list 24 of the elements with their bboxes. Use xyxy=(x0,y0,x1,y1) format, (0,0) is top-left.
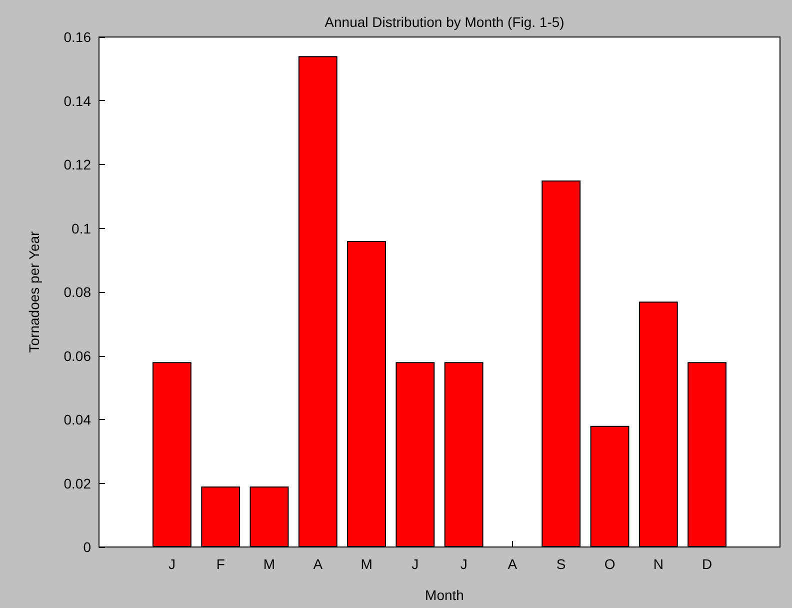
y-tick-label: 0.12 xyxy=(64,156,92,172)
y-tick-label: 0.14 xyxy=(64,92,92,109)
y-tick-label: 0.04 xyxy=(64,412,92,428)
x-tick-label: N xyxy=(653,556,664,572)
y-axis-title: Tornadoes per Year xyxy=(26,230,42,353)
y-tick-label: 0.06 xyxy=(64,348,92,364)
y-tick-label: 0.1 xyxy=(72,220,92,236)
x-tick-label: J xyxy=(460,556,468,572)
x-tick-label: S xyxy=(556,556,566,572)
y-tick-label: 0 xyxy=(83,539,92,555)
y-tick-label: 0.16 xyxy=(64,29,92,45)
x-tick-label: A xyxy=(313,556,324,572)
x-tick-label: D xyxy=(702,556,712,572)
x-tick-label: M xyxy=(360,556,372,572)
x-tick-label: A xyxy=(508,556,518,572)
x-axis-title: Month xyxy=(425,587,464,603)
x-tick-label: M xyxy=(263,556,276,572)
y-tick-label: 0.08 xyxy=(64,284,92,300)
chart-title: Annual Distribution by Month (Fig. 1-5) xyxy=(324,14,564,30)
x-tick-label: F xyxy=(216,556,225,572)
x-tick-label: O xyxy=(604,556,616,572)
x-tick-label: J xyxy=(168,556,176,572)
y-tick-label: 0.02 xyxy=(64,475,92,492)
x-tick-label: J xyxy=(412,556,419,572)
